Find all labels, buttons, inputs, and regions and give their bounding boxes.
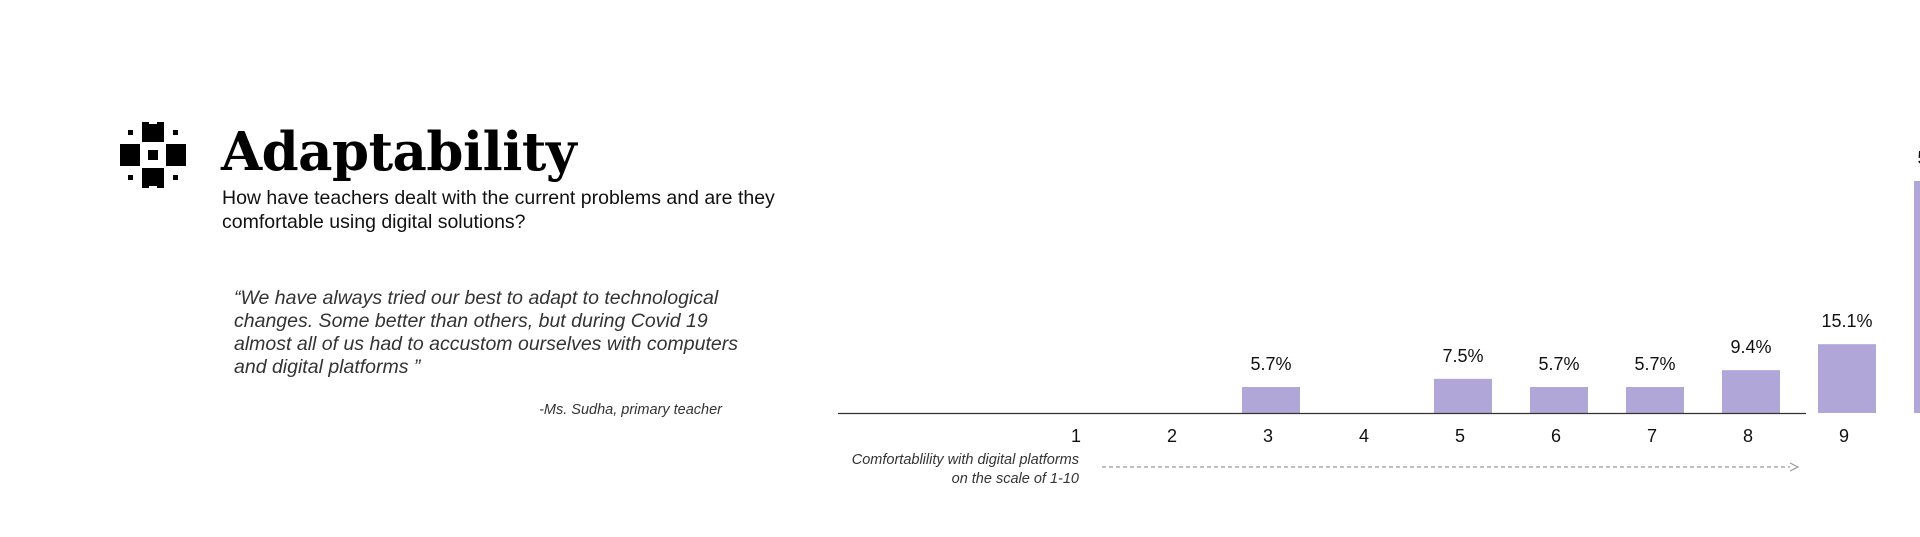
quote-attribution: -Ms. Sudha, primary teacher	[539, 402, 722, 418]
teacher-quote: “We have always tried our best to adapt …	[234, 287, 738, 378]
x-axis-label: Comfortablility with digital platforms o…	[852, 451, 1079, 488]
x-tick-label: 2	[1167, 426, 1177, 446]
data-label: 5.7%	[1250, 354, 1291, 374]
x-tick-label: 8	[1743, 426, 1753, 446]
bar	[1530, 387, 1588, 413]
x-tick-label: 6	[1551, 426, 1561, 446]
bar	[1434, 378, 1492, 413]
bar	[1914, 181, 1920, 413]
x-tick-label: 9	[1839, 426, 1849, 446]
x-tick-label: 3	[1263, 426, 1273, 446]
bar	[1242, 387, 1300, 413]
x-tick-label: 1	[1071, 426, 1081, 446]
x-tick-label: 7	[1647, 426, 1657, 446]
puzzle-cluster-icon	[120, 122, 186, 188]
data-label: 7.5%	[1442, 346, 1483, 366]
arrow-head-icon	[1789, 462, 1800, 472]
data-label: 15.1%	[1821, 311, 1872, 331]
x-axis-label-line-1: Comfortablility with digital platforms	[851, 452, 1079, 468]
bar	[1626, 387, 1684, 413]
data-label: 5.7%	[1538, 354, 1579, 374]
page-title: Adaptability	[221, 121, 577, 183]
bar	[1818, 344, 1876, 413]
x-tick-label: 5	[1455, 426, 1465, 446]
page-subtitle: How have teachers dealt with the current…	[222, 187, 775, 233]
data-label: 9.4%	[1730, 337, 1771, 357]
x-axis-label-line-2: on the scale of 1-10	[951, 470, 1079, 487]
bar	[1722, 370, 1780, 413]
x-tick-label: 4	[1359, 426, 1369, 446]
data-label: 50.9%	[1917, 148, 1920, 168]
data-label: 5.7%	[1634, 354, 1675, 374]
